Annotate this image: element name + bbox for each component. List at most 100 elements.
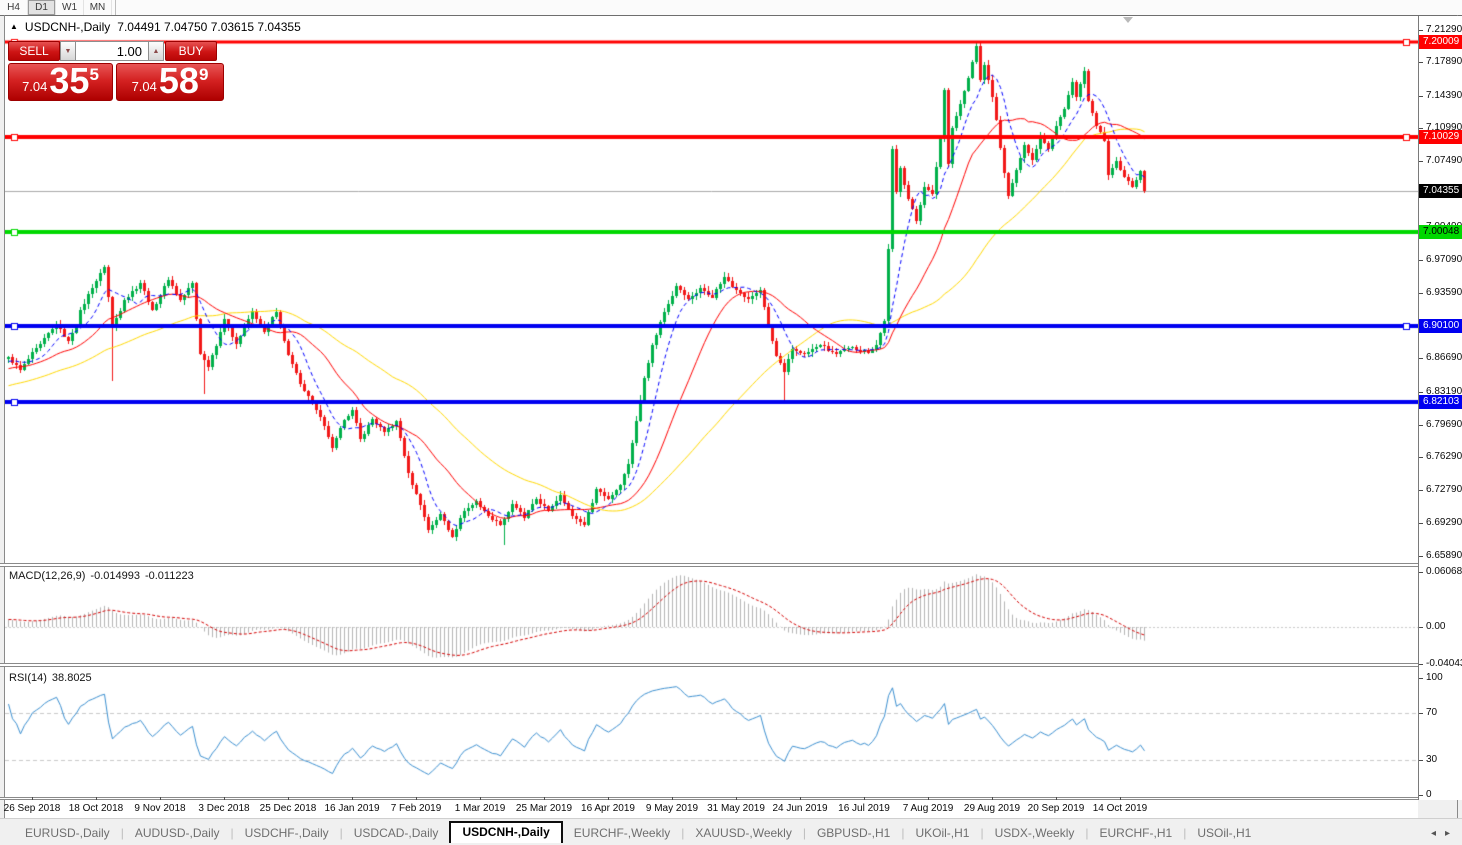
date-tick-mark <box>416 797 417 800</box>
buy-price-sup: 9 <box>198 65 209 84</box>
date-tick-mark <box>800 797 801 800</box>
price-tick-label: 7.21290 <box>1426 24 1462 35</box>
date-tick-label: 9 May 2019 <box>645 803 699 814</box>
price-tick-mark <box>1419 358 1423 359</box>
toolbar-separator <box>115 0 116 15</box>
volume-input[interactable] <box>76 41 148 61</box>
one-click-trading-panel: SELL ▼ ▲ BUY 7.04 35 5 7.04 58 9 <box>8 41 224 101</box>
tab-separator: | <box>1183 826 1187 840</box>
rsi-tick-mark <box>1419 795 1423 796</box>
rsi-tick-mark <box>1419 760 1423 761</box>
tab-scroll-arrows: ◂ ▸ <box>1431 828 1450 839</box>
chart-tab-xauusd-weekly[interactable]: XAUUSD-,Weekly <box>695 826 792 840</box>
chart-tab-usdcad-daily[interactable]: USDCAD-,Daily <box>353 826 439 840</box>
date-tick-label: 14 Oct 2019 <box>1092 803 1148 814</box>
rsi-tick-label: 0 <box>1426 789 1432 800</box>
price-level-badge: 7.20009 <box>1419 35 1462 49</box>
price-tick-mark <box>1419 62 1423 63</box>
chart-tab-usdcnh-daily[interactable]: USDCNH-,Daily <box>449 821 563 843</box>
macd-label: MACD(12,26,9) -0.014993 -0.011223 <box>9 570 199 582</box>
tab-separator: | <box>230 826 234 840</box>
date-tick-label: 7 Feb 2019 <box>390 803 442 814</box>
macd-tick-label: -0.040432 <box>1426 658 1462 669</box>
price-tick-label: 6.65890 <box>1426 550 1462 561</box>
sell-quote-box[interactable]: 7.04 35 5 <box>8 63 113 101</box>
tab-scroll-right-icon[interactable]: ▸ <box>1444 828 1450 839</box>
date-tick-label: 31 May 2019 <box>707 803 765 814</box>
date-tick-label: 3 Dec 2018 <box>198 803 250 814</box>
chart-tab-ukoil-h1[interactable]: UKOil-,H1 <box>915 826 970 840</box>
price-tick-mark <box>1419 128 1423 129</box>
price-tick-label: 6.86690 <box>1426 352 1462 363</box>
price-tick-mark <box>1419 293 1423 294</box>
macd-tick-label: 0.060687 <box>1426 566 1462 577</box>
date-tick-mark <box>480 797 481 800</box>
volume-decrease-button[interactable]: ▼ <box>60 41 76 61</box>
spin-up-icon: ▲ <box>152 47 160 55</box>
price-axis[interactable]: 7.212907.178907.143907.109907.074907.039… <box>1418 16 1462 800</box>
chart-tab-audusd-daily[interactable]: AUDUSD-,Daily <box>134 826 220 840</box>
tab-separator: | <box>681 826 685 840</box>
date-tick-mark <box>160 797 161 800</box>
timeframe-tab-h4[interactable]: H4 <box>0 0 28 15</box>
date-tick-mark <box>1056 797 1057 800</box>
chart-ohlc-values: 7.04491 7.04750 7.03615 7.04355 <box>117 20 301 34</box>
date-tick-mark <box>992 797 993 800</box>
chart-tab-usdchf-daily[interactable]: USDCHF-,Daily <box>244 826 329 840</box>
date-tick-label: 16 Jul 2019 <box>838 803 890 814</box>
date-tick-label: 25 Mar 2019 <box>515 803 573 814</box>
price-tick-mark <box>1419 96 1423 97</box>
date-tick-mark <box>288 797 289 800</box>
sell-button[interactable]: SELL <box>8 41 60 61</box>
date-tick-label: 24 Jun 2019 <box>772 803 828 814</box>
buy-quote-box[interactable]: 7.04 58 9 <box>116 63 224 101</box>
buy-button[interactable]: BUY <box>165 41 217 61</box>
price-tick-label: 6.69290 <box>1426 517 1462 528</box>
chart-tab-eurchf-h1[interactable]: EURCHF-,H1 <box>1099 826 1173 840</box>
timeframe-tab-w1[interactable]: W1 <box>56 0 84 15</box>
date-tick-mark <box>352 797 353 800</box>
chart-tab-gbpusd-h1[interactable]: GBPUSD-,H1 <box>816 826 891 840</box>
tab-scroll-left-icon[interactable]: ◂ <box>1430 828 1436 839</box>
price-tick-label: 6.72790 <box>1426 484 1462 495</box>
rsi-tick-label: 100 <box>1426 672 1443 683</box>
price-tick-label: 7.14390 <box>1426 90 1462 101</box>
macd-chart-canvas[interactable] <box>5 567 1418 663</box>
date-tick-label: 26 Sep 2018 <box>3 803 61 814</box>
date-tick-label: 25 Dec 2018 <box>259 803 317 814</box>
chart-tab-eurusd-daily[interactable]: EURUSD-,Daily <box>25 826 110 840</box>
date-tick-mark <box>32 797 33 800</box>
pane-splitter-3[interactable] <box>0 797 1462 800</box>
rsi-name: RSI(14) <box>9 672 47 684</box>
price-tick-mark <box>1419 523 1423 524</box>
volume-increase-button[interactable]: ▲ <box>148 41 164 61</box>
window-left-border <box>4 15 5 818</box>
date-tick-mark <box>544 797 545 800</box>
price-tick-label: 6.76290 <box>1426 451 1462 462</box>
pane-splitter-1[interactable] <box>0 563 1462 567</box>
timeframe-tab-mn[interactable]: MN <box>84 0 112 15</box>
date-axis[interactable]: 26 Sep 2018 18 Oct 2018 9 Nov 2018 3 Dec 20… <box>4 797 1418 818</box>
macd-tick-mark <box>1419 572 1423 573</box>
current-price-badge: 7.04355 <box>1419 184 1462 198</box>
rsi-chart-canvas[interactable] <box>5 667 1418 797</box>
tab-separator: | <box>120 826 124 840</box>
buy-price-prefix: 7.04 <box>131 79 157 94</box>
macd-tick-mark <box>1419 627 1423 628</box>
date-tick-label: 20 Sep 2019 <box>1027 803 1085 814</box>
date-tick-mark <box>1120 797 1121 800</box>
price-tick-label: 6.97090 <box>1426 254 1462 265</box>
timeframe-tab-d1[interactable]: D1 <box>28 0 56 15</box>
chart-tab-eurchf-weekly[interactable]: EURCHF-,Weekly <box>573 826 671 840</box>
collapse-trade-panel-icon[interactable]: ▲ <box>10 22 18 31</box>
chart-tab-usoil-h1[interactable]: USOil-,H1 <box>1197 826 1252 840</box>
chart-tab-usdx-weekly[interactable]: USDX-,Weekly <box>994 826 1075 840</box>
price-tick-label: 7.10990 <box>1426 122 1462 133</box>
tab-separator: | <box>901 826 905 840</box>
price-chart-canvas[interactable] <box>5 16 1418 563</box>
buy-price-big: 58 <box>158 60 199 101</box>
pane-splitter-2[interactable] <box>0 663 1462 667</box>
rsi-tick-mark <box>1419 713 1423 714</box>
date-tick-mark <box>672 797 673 800</box>
rsi-tick-label: 30 <box>1426 754 1438 765</box>
